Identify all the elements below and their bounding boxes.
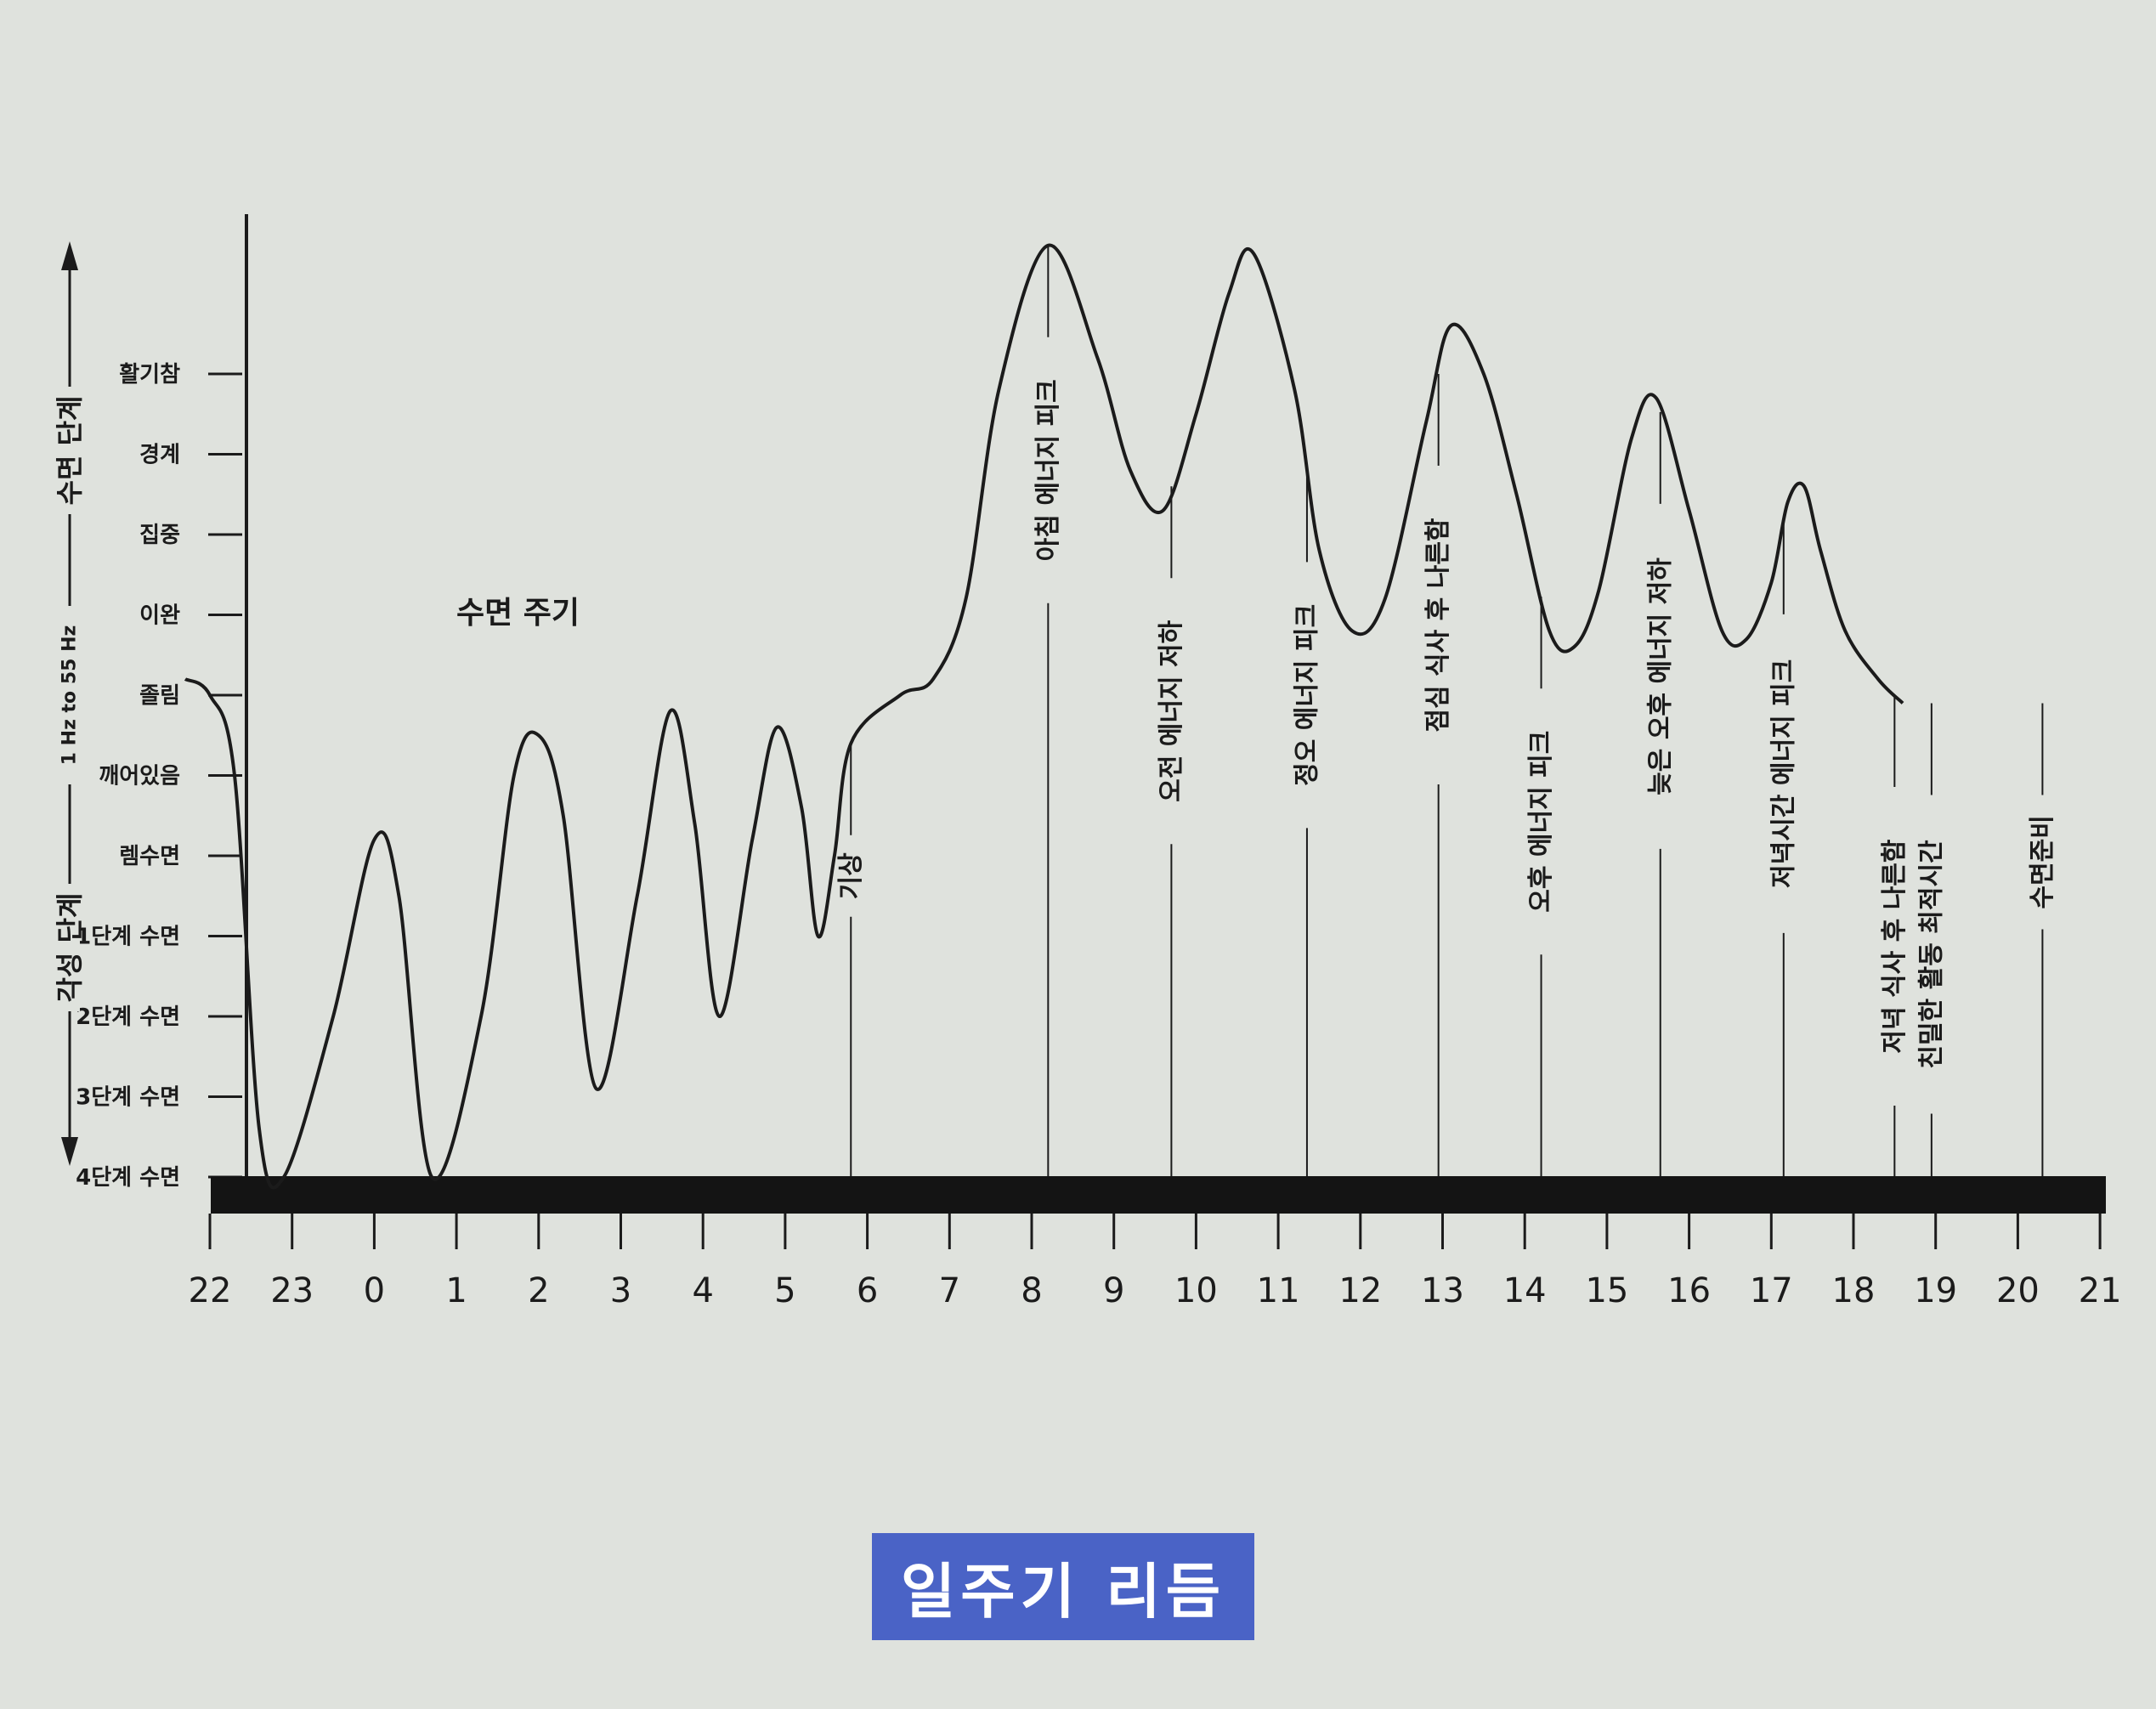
y-tick-label: 3단계 수면 — [76, 1085, 180, 1111]
x-tick-label: 7 — [939, 1271, 960, 1310]
x-tick-label: 9 — [1103, 1271, 1124, 1310]
x-tick-label: 11 — [1257, 1271, 1300, 1310]
x-tick-label: 15 — [1585, 1271, 1628, 1310]
x-tick-label: 16 — [1667, 1271, 1711, 1310]
y-tick-label: 2단계 수면 — [76, 1004, 180, 1030]
x-tick-label: 5 — [774, 1271, 795, 1310]
axis-label-bottom: 각성 단계 — [54, 893, 86, 1003]
y-tick-label: 깨어있음 — [99, 764, 180, 789]
annotation-label: 늦은 오후 에너지 저하 — [1645, 557, 1675, 795]
x-tick-label: 20 — [1996, 1271, 2040, 1310]
x-tick-label: 12 — [1338, 1271, 1382, 1310]
y-tick-label: 4단계 수면 — [76, 1165, 180, 1191]
x-tick-label: 14 — [1503, 1271, 1547, 1310]
axis-label-gap — [59, 606, 80, 784]
x-tick-label: 3 — [610, 1271, 631, 1310]
y-tick-label: 경계 — [139, 443, 180, 468]
annotation-label: 점심 식사 후 나른함 — [1423, 518, 1453, 733]
annotation-label: 오전 에너지 저하 — [1157, 620, 1186, 801]
axis-label-gap — [59, 387, 80, 514]
x-tick-label: 4 — [692, 1271, 713, 1310]
x-tick-label: 21 — [2079, 1271, 2122, 1310]
x-tick-label: 8 — [1021, 1271, 1042, 1310]
y-tick-label: 1단계 수면 — [76, 925, 180, 950]
x-tick-label: 22 — [189, 1271, 232, 1310]
axis-label-mid: 1 Hz to 55 Hz — [59, 625, 81, 766]
x-tick-label: 18 — [1832, 1271, 1876, 1310]
sleep-cycle-label: 수면 주기 — [456, 596, 580, 631]
annotation-label: 저녁 식사 후 나른함 — [1880, 839, 1910, 1054]
y-tick-label: 집중 — [139, 523, 180, 548]
annotation-label: 정오 에너지 피크 — [1292, 604, 1321, 786]
x-axis-ticks: 22 23 0 1 2 3 4 5 6 7 8 9 10 11 12 13 14 15 16 17 18 19 20 21 — [189, 1214, 2122, 1310]
y-tick-label: 이완 — [139, 603, 180, 629]
x-tick-label: 10 — [1174, 1271, 1218, 1310]
chart-title: 일주기 리듬 — [900, 1556, 1226, 1627]
chart-title-box: 일주기 리듬 — [872, 1533, 1254, 1640]
time-bar — [211, 1176, 2106, 1214]
x-tick-label: 2 — [528, 1271, 549, 1310]
annotation-label: 오후 에너지 피크 — [1526, 731, 1556, 913]
x-tick-label: 23 — [270, 1271, 314, 1310]
annotation-label: 아침 에너지 피크 — [1033, 379, 1063, 561]
x-tick-label: 6 — [857, 1271, 878, 1310]
arrow-down-icon — [61, 1137, 78, 1166]
annotation-label: 친밀한 활동 최적시간 — [1916, 840, 1946, 1069]
x-tick-label: 17 — [1750, 1271, 1793, 1310]
arrow-up-icon — [61, 241, 78, 270]
x-tick-label: 1 — [445, 1271, 467, 1310]
annotation-label: 수면준비 — [2028, 815, 2057, 908]
x-tick-label: 0 — [364, 1271, 385, 1310]
left-axis-labels: 수면 단계 1 Hz to 55 Hz 각성 단계 — [54, 241, 86, 1166]
annotation-label: 저녁시간 에너지 피크 — [1768, 659, 1798, 888]
x-tick-label: 13 — [1421, 1271, 1464, 1310]
y-axis-ticks: 4단계 수면 3단계 수면 2단계 수면 1단계 수면 렘수면 깨어있음 졸림 이완 집중 경계 활… — [76, 362, 242, 1191]
annotation-label: 기상 — [836, 852, 866, 900]
x-tick-label: 19 — [1914, 1271, 1957, 1310]
y-tick-label: 졸림 — [139, 683, 180, 709]
y-tick-label: 렘수면 — [119, 844, 180, 869]
y-tick-label: 활기참 — [119, 362, 180, 388]
axis-label-top: 수면 단계 — [54, 396, 86, 506]
axis-label-gap — [59, 884, 80, 1011]
energy-curve — [184, 243, 1904, 1190]
